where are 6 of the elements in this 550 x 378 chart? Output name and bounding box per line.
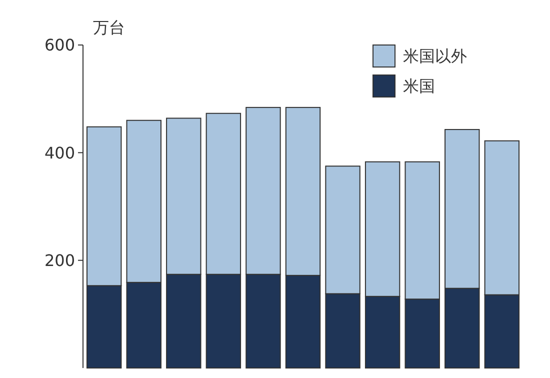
y-axis-title: 万台 <box>93 18 125 37</box>
legend-label: 米国以外 <box>403 46 467 66</box>
y-tick-label: 600 <box>44 36 75 55</box>
y-tick-label: 400 <box>44 143 75 162</box>
y-tick-label: 200 <box>44 250 75 270</box>
legend-label: 米国 <box>403 76 435 96</box>
